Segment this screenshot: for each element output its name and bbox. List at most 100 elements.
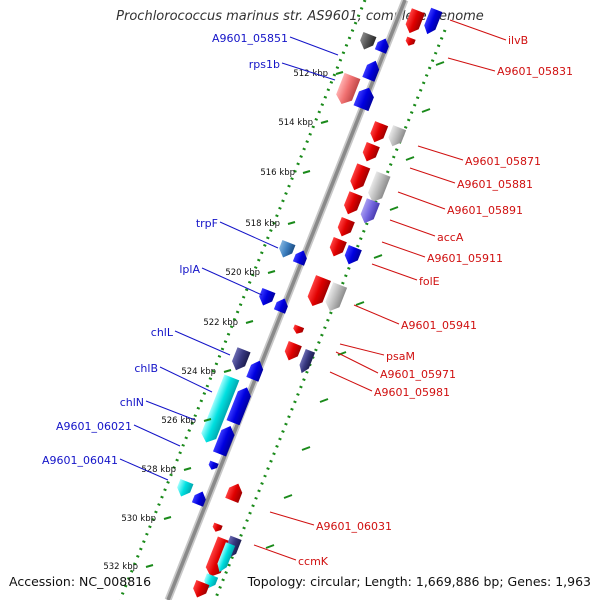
gene-label-A9601_05971[interactable]: A9601_05971 [380,368,456,381]
gene-psaM[interactable] [292,324,305,335]
gene-block[interactable] [404,36,416,48]
leader-line [159,366,213,393]
gene-A9601_06031[interactable] [225,481,245,503]
gene-block[interactable] [366,171,391,204]
tick-label: 518 kbp [245,219,280,229]
gene-label-rps1b[interactable]: rps1b [249,58,280,71]
gene-label-chlL[interactable]: chlL [151,326,174,339]
tick-label: 512 kbp [293,69,328,79]
tick-mark [163,516,172,520]
leader-line [417,145,464,161]
tick-label: 516 kbp [260,168,295,178]
tick-mark [301,446,311,451]
tick-mark [283,494,293,499]
leader-line [145,400,196,421]
gene-chlL[interactable] [229,347,251,373]
gene-block[interactable] [215,542,236,574]
gene-A9601_05891[interactable] [348,163,371,192]
gene-A9601_05881[interactable] [360,142,380,164]
gene-label-accA[interactable]: accA [437,231,464,244]
gene-ilvB[interactable] [403,8,425,35]
gene-label-A9601_05941[interactable]: A9601_05941 [401,319,477,332]
gene-label-A9601_05831[interactable]: A9601_05831 [497,65,573,78]
gene-label-A9601_05851[interactable]: A9601_05851 [212,32,288,45]
tick-mark [335,71,344,75]
tick-mark [302,170,311,174]
gene-chlN[interactable] [226,385,254,426]
leader-line [447,57,496,72]
gene-A9601_05981[interactable] [297,349,316,375]
gene-block[interactable] [335,217,355,239]
gene-label-ccmK[interactable]: ccmK [298,555,329,568]
tick-mark [389,206,399,211]
gene-label-A9601_05911[interactable]: A9601_05911 [427,252,503,265]
leader-line [269,511,315,526]
gene-A9601_05871[interactable] [368,121,389,145]
gene-label-A9601_06021[interactable]: A9601_06021 [56,420,132,433]
tick-mark [320,120,329,124]
gene-A9601_05941[interactable] [305,275,331,309]
gene-A9601_06041[interactable] [175,478,194,499]
gene-block[interactable] [246,358,265,382]
accession-text: Accession: NC_008816 [9,574,152,589]
gene-label-folE[interactable]: folE [419,275,440,288]
gene-trpF[interactable] [277,239,296,260]
gene-block[interactable] [292,248,309,266]
leader-line [329,371,373,392]
tick-label: 514 kbp [278,118,313,128]
gene-A9601_05851[interactable] [358,31,377,52]
gene-label-psaM[interactable]: psaM [386,350,415,363]
gene-rps1b[interactable] [353,85,377,112]
gene-chlB[interactable] [199,374,240,446]
gene-block[interactable] [273,296,290,314]
leader-line [281,62,336,81]
gene-label-lplA[interactable]: lplA [179,263,200,276]
gene-label-chlB[interactable]: chlB [134,362,158,375]
gene-block[interactable] [211,522,223,534]
tick-mark [435,61,445,66]
gene-label-A9601_05881[interactable]: A9601_05881 [457,178,533,191]
tick-mark [245,320,254,324]
gene-block[interactable] [386,125,407,149]
gene-lplA[interactable] [257,287,276,308]
gene-A9601_06021[interactable] [212,423,237,457]
gene-folE[interactable] [342,245,362,267]
gene-block[interactable] [374,36,391,54]
gene-block[interactable] [191,579,210,600]
gene-block[interactable] [422,7,443,37]
gene-block[interactable] [362,58,381,82]
leader-line [289,36,339,56]
tick-mark [145,564,154,568]
gene-label-A9601_05981[interactable]: A9601_05981 [374,386,450,399]
gene-A9601_05911[interactable] [327,237,347,259]
leader-line [371,263,418,281]
leader-line [339,343,385,356]
gene-block[interactable] [191,489,208,507]
leader-line [449,19,507,41]
tick-label: 522 kbp [203,318,238,328]
gene-label-A9601_05871[interactable]: A9601_05871 [465,155,541,168]
leader-line [119,458,169,481]
gene-block[interactable] [207,460,219,472]
gene-rps1b-pink[interactable] [334,72,361,107]
gene-label-A9601_06041[interactable]: A9601_06041 [42,454,118,467]
gene-label-chlN[interactable]: chlN [120,396,144,409]
tick-label: 532 kbp [103,562,138,572]
gene-label-trpF[interactable]: trpF [196,217,218,230]
gene-features [175,7,443,600]
gene-A9601_05971[interactable] [282,341,302,363]
tick-mark [183,467,192,471]
tick-mark [421,108,431,113]
gene-accA[interactable] [341,191,363,217]
gene-label-A9601_06031[interactable]: A9601_06031 [316,520,392,533]
tick-marks: 512 kbp 514 kbp 516 kbp 518 kbp 520 kbp 522 k… [103,61,445,572]
leader-line [389,219,436,237]
tick-label: 524 kbp [181,367,216,377]
gene-label-A9601_05891[interactable]: A9601_05891 [447,204,523,217]
gene-label-ilvB[interactable]: ilvB [508,34,528,47]
gene-block[interactable] [358,198,380,225]
gene-block[interactable] [323,282,348,314]
tick-mark [373,254,383,259]
leader-line [219,221,279,249]
